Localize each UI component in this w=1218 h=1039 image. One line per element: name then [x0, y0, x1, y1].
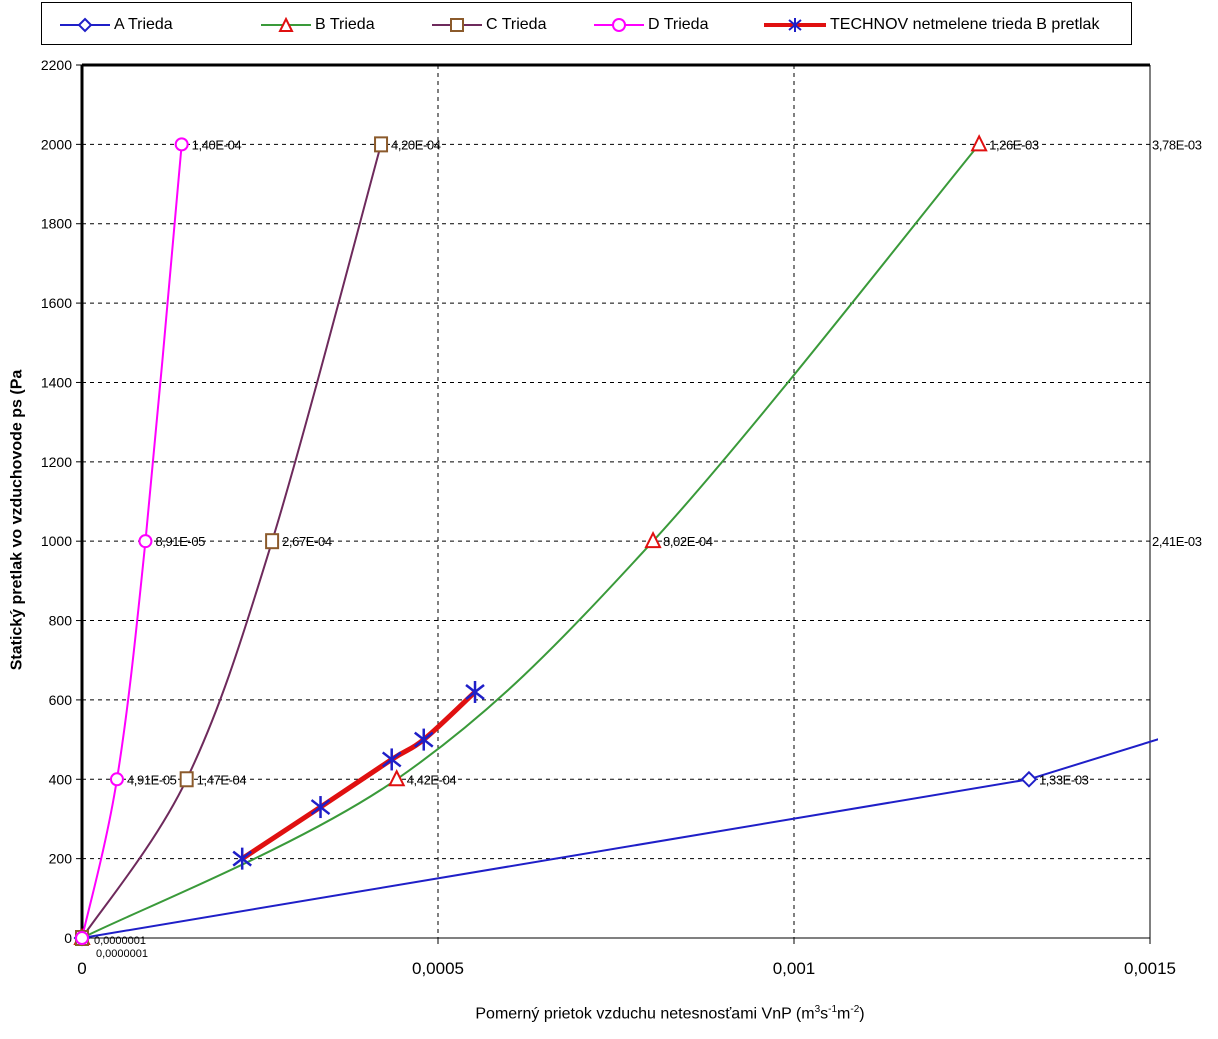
- x-tick-label: 0,001: [773, 959, 816, 978]
- data-point-2: [265, 533, 280, 550]
- legend-marker-d: [594, 17, 644, 32]
- legend-item-a: A Trieda: [60, 3, 173, 46]
- data-point-1: [388, 769, 406, 787]
- y-tick-label: 2200: [41, 57, 72, 73]
- point-label: 8,02E-04: [663, 534, 713, 549]
- point-label: 2,41E-03: [1152, 534, 1202, 549]
- point-label: 4,20E-04: [391, 137, 441, 152]
- legend-label-a: A Trieda: [114, 15, 173, 33]
- y-tick-label: 200: [49, 851, 73, 867]
- data-point-4: [232, 847, 252, 870]
- point-label: 2,67E-04: [282, 534, 332, 549]
- x-tick-label: 0,0005: [412, 959, 464, 978]
- series-layer: [73, 134, 1158, 947]
- star-stroke: [465, 683, 485, 700]
- legend-marker-c: [432, 17, 482, 32]
- origin-label: 0,0000001: [96, 948, 148, 960]
- y-axis-title: Statický pretlak vo vzduchovode ps (Pa: [8, 369, 26, 671]
- x-tick-label: 0: [77, 959, 86, 978]
- y-tick-label: 1600: [41, 295, 72, 311]
- y-tick-label: 400: [49, 771, 73, 787]
- series-lines: [82, 143, 1158, 939]
- grid: [82, 65, 1150, 938]
- x-axis-title: Pomerný prietok vzduchu netesnosťami VnP…: [475, 1004, 865, 1023]
- y-tick-label: 1800: [41, 216, 72, 232]
- y-tick-label: 800: [49, 613, 73, 629]
- tick-labels: 0 200 400 600 800 1000 1200 1400 1600 1800 2000 220…: [41, 57, 1176, 978]
- series-line-0: [82, 738, 1158, 939]
- data-point-3: [75, 931, 89, 945]
- point-label: 8,91E-05: [155, 534, 205, 549]
- point-label: 4,42E-04: [407, 772, 457, 787]
- y-tick-label: 0: [64, 930, 72, 946]
- point-label: 1,26E-03: [989, 137, 1039, 152]
- point-labels: 1,33E-03 2,41E-03 3,78E-03 4,42E-04 8,02E-04…: [94, 137, 1202, 960]
- legend-marker-a: [60, 17, 110, 32]
- point-label: 1,40E-04: [192, 137, 242, 152]
- y-tick-label: 1000: [41, 533, 72, 549]
- star-stroke: [413, 731, 434, 748]
- point-label: 3,78E-03: [1152, 137, 1202, 152]
- series-line-3: [82, 144, 183, 939]
- legend-item-b: B Trieda: [261, 3, 375, 46]
- y-tick-label: 2000: [41, 136, 72, 152]
- legend-label-d: D Trieda: [648, 15, 709, 33]
- legend-label-c: C Trieda: [486, 15, 547, 33]
- data-point-1: [970, 134, 988, 152]
- y-tick-label: 1200: [41, 454, 72, 470]
- data-point-3: [138, 534, 153, 549]
- data-point-3: [109, 772, 124, 787]
- data-point-4: [413, 728, 434, 751]
- point-label: 1,33E-03: [1039, 772, 1089, 787]
- series-line-1: [82, 143, 980, 939]
- legend-label-b: B Trieda: [315, 15, 375, 33]
- data-point-0: [1020, 770, 1038, 788]
- origin-label: 0,0000001: [94, 935, 146, 947]
- y-tick-label: 600: [49, 692, 73, 708]
- star-stroke: [310, 799, 331, 816]
- star-stroke: [232, 850, 252, 867]
- y-tick-label: 1400: [41, 374, 72, 390]
- data-point-4: [465, 680, 485, 703]
- series-line-2: [82, 144, 383, 939]
- data-point-2: [179, 771, 194, 788]
- data-point-1: [644, 530, 662, 549]
- axes: [76, 63, 1151, 944]
- point-label: 1,47E-04: [197, 772, 247, 787]
- star-stroke: [381, 751, 402, 768]
- legend-label-technov: TECHNOV netmelene trieda B pretlak: [830, 15, 1100, 33]
- legend-marker-b: [261, 16, 311, 32]
- data-point-2: [374, 136, 389, 153]
- legend-item-d: D Trieda: [594, 3, 708, 46]
- data-point-4: [310, 796, 331, 819]
- legend-item-technov: TECHNOV netmelene trieda B pretlak: [764, 3, 1099, 46]
- data-point-3: [174, 137, 189, 152]
- data-point-4: [381, 748, 402, 771]
- legend: A Trieda B Trieda C Trieda D Trieda: [41, 2, 1132, 45]
- point-label: 4,91E-05: [127, 772, 177, 787]
- x-tick-label: 0,0015: [1124, 959, 1176, 978]
- legend-item-c: C Trieda: [432, 3, 546, 46]
- legend-marker-technov: [764, 17, 826, 32]
